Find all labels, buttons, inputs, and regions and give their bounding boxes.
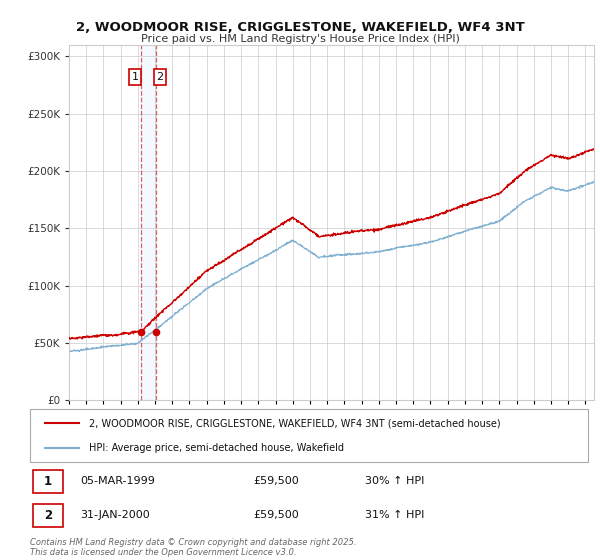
Text: HPI: Average price, semi-detached house, Wakefield: HPI: Average price, semi-detached house,… xyxy=(89,442,344,452)
Text: £59,500: £59,500 xyxy=(253,477,299,487)
Text: 1: 1 xyxy=(131,72,139,82)
Bar xyxy=(141,45,157,400)
Text: 30% ↑ HPI: 30% ↑ HPI xyxy=(365,477,424,487)
FancyBboxPatch shape xyxy=(30,409,588,462)
Text: 1: 1 xyxy=(44,475,52,488)
Text: Price paid vs. HM Land Registry's House Price Index (HPI): Price paid vs. HM Land Registry's House … xyxy=(140,34,460,44)
Text: 05-MAR-1999: 05-MAR-1999 xyxy=(80,477,155,487)
Text: 2: 2 xyxy=(157,72,163,82)
Text: 2: 2 xyxy=(44,509,52,522)
Text: 31% ↑ HPI: 31% ↑ HPI xyxy=(365,511,424,520)
Text: Contains HM Land Registry data © Crown copyright and database right 2025.
This d: Contains HM Land Registry data © Crown c… xyxy=(30,538,356,557)
FancyBboxPatch shape xyxy=(33,470,64,493)
Text: 2, WOODMOOR RISE, CRIGGLESTONE, WAKEFIELD, WF4 3NT (semi-detached house): 2, WOODMOOR RISE, CRIGGLESTONE, WAKEFIEL… xyxy=(89,418,500,428)
Text: 2, WOODMOOR RISE, CRIGGLESTONE, WAKEFIELD, WF4 3NT: 2, WOODMOOR RISE, CRIGGLESTONE, WAKEFIEL… xyxy=(76,21,524,34)
Text: £59,500: £59,500 xyxy=(253,511,299,520)
FancyBboxPatch shape xyxy=(33,504,64,527)
Text: 31-JAN-2000: 31-JAN-2000 xyxy=(80,511,150,520)
